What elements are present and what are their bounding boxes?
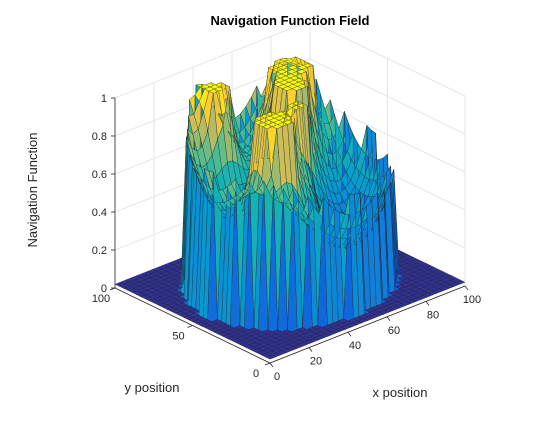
z-axis-label: Navigation Function [25, 133, 40, 248]
x-tick-label: 100 [463, 294, 481, 306]
z-tick-label: 0.6 [92, 169, 107, 181]
x-tick-mark [347, 331, 352, 337]
y-axis-label: y position [125, 380, 180, 395]
surface-patch [454, 279, 466, 285]
x-tick-label: 60 [388, 325, 400, 337]
grid-line-z-side [309, 58, 466, 135]
grid-line-z-side [309, 96, 466, 173]
x-tick-mark [464, 285, 469, 291]
y-tick-mark [187, 325, 193, 328]
z-tick-label: 1 [101, 93, 107, 105]
z-tick-label: 0.2 [92, 245, 107, 257]
x-axis-label: x position [373, 385, 428, 400]
x-tick-mark [269, 362, 274, 368]
z-tick-label: 0.4 [92, 207, 107, 219]
surface-layer [114, 56, 466, 360]
x-tick-label: 0 [274, 371, 280, 383]
x-tick-label: 20 [310, 356, 322, 368]
z-tick-label: 0 [101, 283, 107, 295]
x-tick-mark [386, 316, 391, 322]
y-tick-mark [264, 362, 271, 366]
x-tick-mark [308, 347, 313, 352]
x-tick-label: 40 [349, 340, 361, 352]
y-tick-label: 0 [253, 368, 259, 380]
x-tick-mark [425, 301, 430, 306]
x-tick-label: 80 [427, 309, 439, 321]
z-tick-label: 0.8 [92, 131, 107, 143]
x-axis-line [269, 285, 466, 364]
chart-title: Navigation Function Field [211, 13, 370, 28]
grid-line-z-back [114, 20, 311, 99]
y-tick-label: 100 [92, 293, 110, 305]
grid-line-z-side [309, 20, 466, 97]
y-tick-label: 50 [172, 331, 184, 343]
